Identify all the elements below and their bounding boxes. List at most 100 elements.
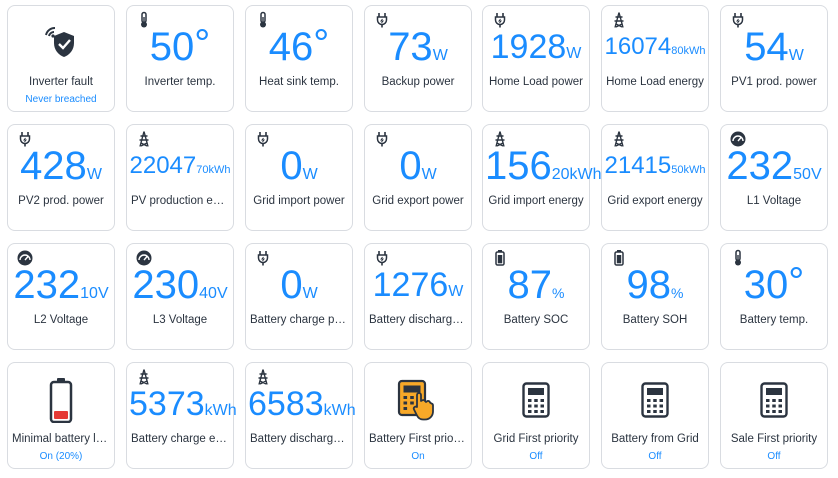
value-unit: W <box>302 285 318 302</box>
value-number: 16074 <box>604 33 672 60</box>
tile-battery-charge-energy[interactable]: 5373kWh Battery charge energy <box>126 362 237 469</box>
tile-value: 2141550kWh <box>604 141 706 191</box>
tile-label: Battery SOH <box>622 314 688 326</box>
calculator-icon <box>721 377 827 423</box>
tile-home-load-power[interactable]: 1928W Home Load power <box>482 5 590 112</box>
plug-icon <box>373 130 391 148</box>
value-unit: W <box>86 166 102 183</box>
tile-value: 0W <box>367 141 469 191</box>
tile-label: Battery temp. <box>739 314 809 326</box>
value-number: 98 <box>626 263 672 307</box>
tile-battery-charge-power[interactable]: 0W Battery charge power <box>245 243 353 350</box>
tile-label: Battery First priority <box>369 433 467 445</box>
tile-label: Minimal battery level <box>12 433 110 445</box>
plug-icon <box>16 130 34 148</box>
tile-label: L1 Voltage <box>746 195 802 207</box>
tile-l3-voltage[interactable]: 23040V L3 Voltage <box>126 243 234 350</box>
tower-icon <box>610 11 628 29</box>
tile-label: Inverter fault <box>29 76 93 88</box>
tile-label: PV production energy <box>131 195 229 207</box>
tile-grid-import-energy[interactable]: 15620kWh Grid import energy <box>482 124 602 231</box>
tile-l1-voltage[interactable]: 23250V L1 Voltage <box>720 124 828 231</box>
value-unit: % <box>552 285 565 301</box>
tile-status: Off <box>648 451 662 462</box>
value-unit: ° <box>788 260 805 304</box>
tile-battery-discharge-power[interactable]: 1276W Battery discharge power <box>364 243 472 350</box>
value-unit: 20kWh <box>551 166 602 183</box>
plug-icon <box>373 249 391 267</box>
tile-label: Grid export energy <box>607 195 703 207</box>
tile-grid-import-power[interactable]: 0W Grid import power <box>245 124 353 231</box>
tile-label: L2 Voltage <box>33 314 89 326</box>
tile-status: On (20%) <box>39 451 83 462</box>
tile-value: 1928W <box>485 22 587 72</box>
tile-label: Backup power <box>381 76 455 88</box>
value-unit: W <box>448 283 464 300</box>
value-unit: ° <box>313 22 330 66</box>
tile-battery-soh[interactable]: 98% Battery SOH <box>601 243 709 350</box>
tile-l2-voltage[interactable]: 23210V L2 Voltage <box>7 243 115 350</box>
tile-value: 46° <box>248 22 350 72</box>
tile-status: On <box>411 451 425 462</box>
tile-inverter-temp[interactable]: 50° Inverter temp. <box>126 5 234 112</box>
value-number: 428 <box>20 144 87 188</box>
tower-icon <box>135 130 153 148</box>
tile-home-load-energy[interactable]: 1607480kWh Home Load energy <box>601 5 709 112</box>
tile-pv1-prod-power[interactable]: 54W PV1 prod. power <box>720 5 828 112</box>
value-unit: 80kWh <box>671 45 706 57</box>
value-number: 1928 <box>490 28 567 66</box>
tile-value: 30° <box>723 260 825 310</box>
tile-backup-power[interactable]: 73W Backup power <box>364 5 472 112</box>
tile-label: Grid First priority <box>493 433 579 445</box>
tile-heat-sink-temp[interactable]: 46° Heat sink temp. <box>245 5 353 112</box>
plug-icon <box>491 11 509 29</box>
tile-label: Grid import energy <box>488 195 584 207</box>
tile-battery-discharge-energy[interactable]: 6583kWh Battery discharge energy <box>245 362 356 469</box>
tile-value: 0W <box>248 141 350 191</box>
value-number: 0 <box>280 263 303 307</box>
tile-status: Off <box>767 451 781 462</box>
value-unit: 10V <box>80 285 109 302</box>
tile-value: 23040V <box>129 260 231 310</box>
tile-label: Sale First priority <box>730 433 818 445</box>
value-number: 87 <box>507 263 553 307</box>
tile-grid-export-power[interactable]: 0W Grid export power <box>364 124 472 231</box>
battery-small-icon <box>610 249 628 267</box>
tile-grid-first-priority[interactable]: Grid First priority Off <box>482 362 590 469</box>
tile-battery-temp[interactable]: 30° Battery temp. <box>720 243 828 350</box>
tile-inverter-fault[interactable]: Inverter fault Never breached <box>7 5 115 112</box>
tile-label: Home Load energy <box>606 76 704 88</box>
value-number: 46 <box>268 25 314 69</box>
value-unit: W <box>421 166 437 183</box>
thermometer-icon <box>135 11 153 29</box>
tile-minimal-battery[interactable]: Minimal battery level On (20%) <box>7 362 115 469</box>
tile-label: PV2 prod. power <box>18 195 104 207</box>
tile-grid-export-energy[interactable]: 2141550kWh Grid export energy <box>601 124 709 231</box>
value-number: 6583 <box>248 385 324 423</box>
tile-value: 54W <box>723 22 825 72</box>
tile-sale-first-priority[interactable]: Sale First priority Off <box>720 362 828 469</box>
tile-label: Battery from Grid <box>611 433 699 445</box>
tile-label: Battery charge energy <box>131 433 229 445</box>
tile-pv2-prod-power[interactable]: 428W PV2 prod. power <box>7 124 115 231</box>
tile-pv-production-energy[interactable]: 2204770kWh PV production energy <box>126 124 234 231</box>
thermometer-icon <box>729 249 747 267</box>
value-number: 230 <box>132 263 200 307</box>
wifi-shield-icon <box>8 20 114 66</box>
tower-icon <box>254 368 272 386</box>
tile-status: Never breached <box>25 94 97 105</box>
plug-icon <box>373 11 391 29</box>
value-number: 21415 <box>604 152 672 179</box>
tile-value: 50° <box>129 22 231 72</box>
tile-value: 0W <box>248 260 350 310</box>
tile-battery-first-priority[interactable]: Battery First priority On <box>364 362 472 469</box>
tile-battery-from-grid[interactable]: Battery from Grid Off <box>601 362 709 469</box>
tile-value: 15620kWh <box>485 141 602 191</box>
calculator-icon <box>483 377 589 423</box>
value-unit: % <box>671 285 684 301</box>
tile-label: Battery discharge energy <box>250 433 348 445</box>
tile-value: 428W <box>10 141 112 191</box>
tile-battery-soc[interactable]: 87% Battery SOC <box>482 243 590 350</box>
battery-small-icon <box>491 249 509 267</box>
